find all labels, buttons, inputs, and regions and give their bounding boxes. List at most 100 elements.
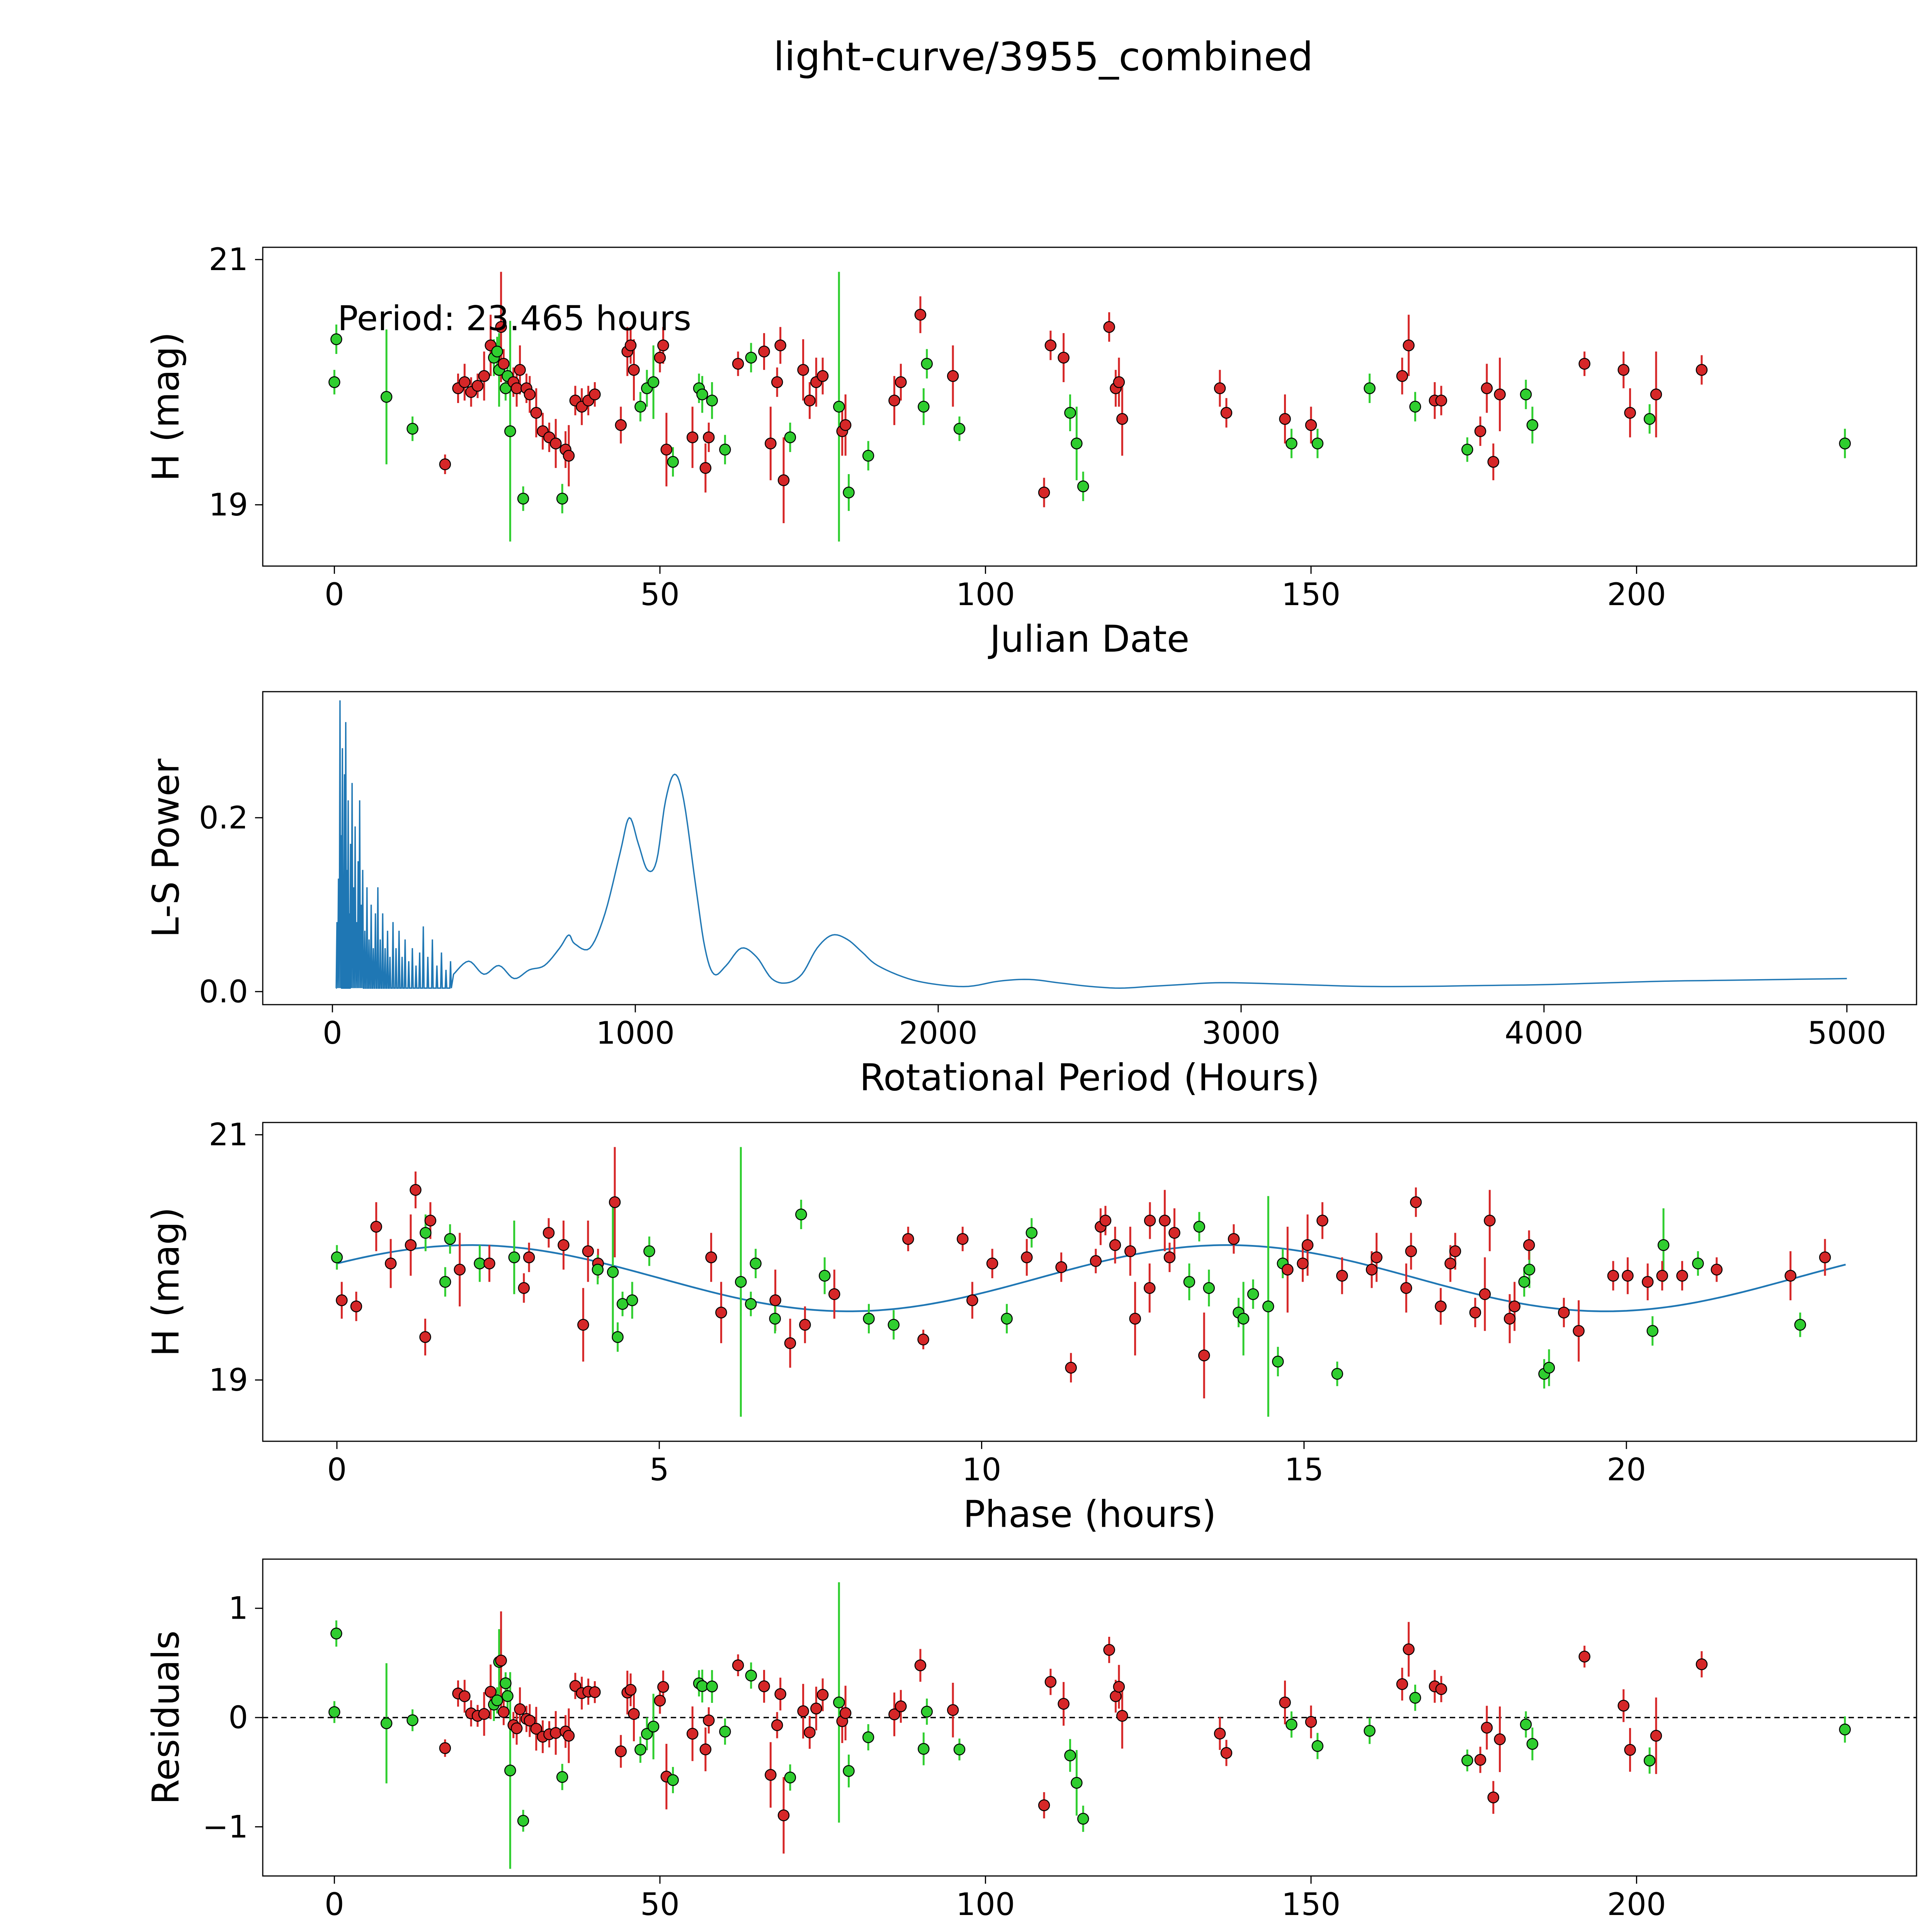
data-point — [765, 437, 777, 449]
x-tick-label: 2000 — [899, 1015, 978, 1051]
data-point — [703, 431, 715, 444]
data-point — [986, 1257, 998, 1270]
data-point — [491, 1694, 503, 1706]
data-point — [1487, 456, 1499, 468]
data-point — [750, 1257, 762, 1270]
x-axis-label: Julian Date — [988, 1928, 1190, 1932]
data-point — [1311, 1740, 1324, 1752]
data-point — [1696, 1658, 1708, 1670]
data-point — [1641, 1276, 1654, 1288]
data-point — [1124, 1245, 1136, 1257]
data-point — [556, 1771, 568, 1783]
data-point — [478, 370, 490, 382]
data-point — [1396, 1678, 1408, 1690]
data-point — [502, 1690, 514, 1702]
data-point — [504, 1764, 516, 1777]
data-point — [657, 1681, 669, 1693]
data-point — [1839, 437, 1851, 449]
data-point — [654, 1694, 666, 1707]
data-point — [1055, 1261, 1067, 1273]
data-point — [1026, 1227, 1038, 1239]
data-point — [895, 376, 907, 388]
x-tick-label: 0 — [325, 1886, 344, 1922]
data-point — [1573, 1325, 1585, 1337]
data-point — [1526, 1738, 1539, 1750]
data-point — [1520, 388, 1532, 401]
data-point — [1494, 388, 1506, 401]
data-point — [624, 339, 637, 352]
data-point — [647, 1721, 660, 1733]
data-point — [454, 1264, 466, 1276]
data-point — [624, 1684, 637, 1696]
data-point — [592, 1264, 604, 1276]
y-tick-label: 1 — [228, 1590, 248, 1626]
residuals-panel: 0 50 100 150 200 1 0 −1 Julian Date Residuals — [145, 1558, 1917, 1932]
data-point — [628, 364, 640, 376]
data-point — [699, 462, 712, 474]
data-point — [921, 1706, 933, 1718]
axes-frame — [262, 1122, 1917, 1442]
data-point — [628, 1708, 640, 1720]
data-point — [550, 437, 562, 449]
data-point — [699, 1743, 712, 1755]
data-point — [647, 376, 660, 388]
data-point — [563, 1730, 575, 1742]
x-tick-label: 1000 — [596, 1015, 675, 1051]
x-tick-label: 4000 — [1505, 1015, 1583, 1051]
data-point — [795, 1208, 807, 1221]
data-point — [524, 1714, 536, 1727]
period-annotation: Period: 23.465 hours — [338, 299, 691, 338]
data-point — [784, 1337, 796, 1349]
data-point — [696, 1680, 708, 1692]
y-tick-label: 21 — [209, 242, 248, 277]
data-point — [732, 358, 744, 370]
data-point — [1784, 1270, 1797, 1282]
data-point — [843, 486, 855, 498]
light-curve-panel: 0 50 100 150 200 21 19 Julian Date H (mag) Period… — [145, 242, 1917, 661]
data-point — [797, 364, 809, 376]
data-point — [1403, 339, 1415, 352]
data-point — [1077, 480, 1089, 492]
data-point — [530, 1723, 542, 1735]
data-point — [1286, 437, 1298, 449]
data-point — [1819, 1251, 1831, 1264]
data-point — [439, 458, 451, 470]
data-point — [660, 444, 672, 456]
data-point — [1305, 1716, 1317, 1728]
data-point — [843, 1765, 855, 1777]
data-point — [895, 1700, 907, 1713]
y-tick-label: 21 — [209, 1117, 248, 1153]
data-point — [1657, 1239, 1670, 1251]
data-point — [641, 1728, 653, 1740]
data-point — [582, 1245, 594, 1257]
data-point — [380, 391, 393, 403]
data-point — [1214, 382, 1226, 395]
x-tick-label: 5 — [650, 1452, 669, 1488]
phase-panel: 0 5 10 15 20 21 19 Phase (hours) H (mag) — [145, 1117, 1917, 1536]
data-point — [410, 1184, 422, 1196]
data-point — [1676, 1270, 1688, 1282]
data-point — [1116, 413, 1128, 425]
data-point — [524, 388, 536, 401]
data-point — [1301, 1239, 1314, 1251]
data-point — [459, 1690, 471, 1702]
data-point — [667, 456, 679, 468]
data-point — [888, 1708, 900, 1721]
data-point — [1336, 1270, 1348, 1282]
x-tick-label: 15 — [1284, 1452, 1324, 1488]
data-point — [439, 1276, 451, 1288]
data-point — [719, 444, 731, 456]
data-point — [745, 352, 757, 364]
data-point — [816, 370, 829, 382]
x-tick-label: 200 — [1607, 577, 1666, 612]
x-tick-label: 0 — [323, 1015, 342, 1051]
y-tick-label: 0 — [228, 1700, 248, 1736]
data-point — [771, 376, 783, 388]
data-point — [1622, 1270, 1634, 1282]
x-tick-label: 100 — [956, 577, 1015, 612]
data-point — [1168, 1227, 1180, 1239]
data-point — [1526, 419, 1539, 431]
data-point — [686, 1728, 699, 1740]
y-axis-label: H (mag) — [145, 332, 187, 481]
data-point — [715, 1306, 727, 1319]
